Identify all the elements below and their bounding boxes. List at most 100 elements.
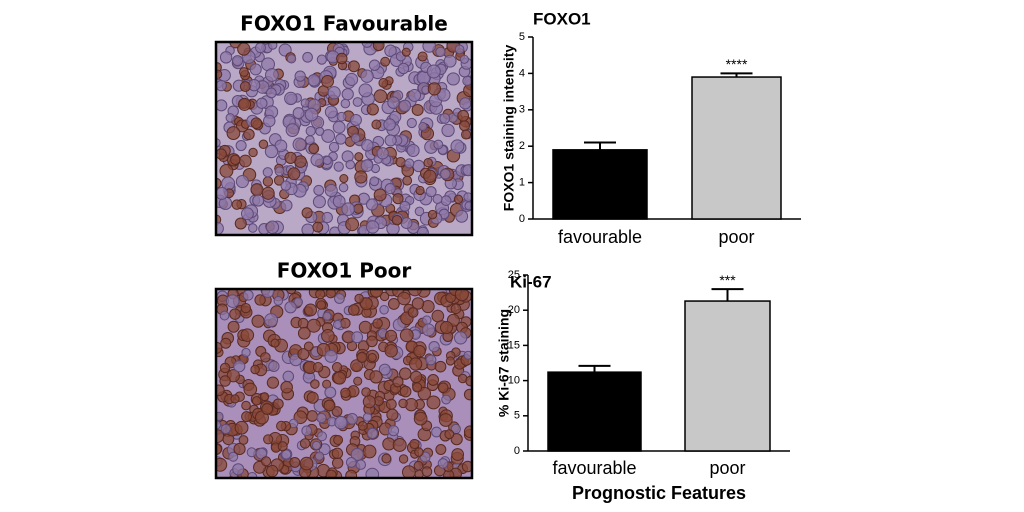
cell [261, 456, 272, 467]
cell [352, 97, 363, 107]
y-tick-label: 10 [508, 375, 520, 387]
bar [684, 300, 771, 452]
cell [229, 308, 241, 320]
cell [250, 183, 264, 197]
cell [216, 148, 227, 160]
cell [324, 349, 338, 363]
cell [392, 376, 404, 388]
cell [227, 320, 240, 333]
cell [366, 427, 379, 439]
cell [357, 420, 368, 431]
cell [372, 318, 383, 329]
cell [373, 188, 387, 202]
cell [432, 193, 443, 205]
cell [450, 139, 465, 154]
cell [440, 195, 452, 207]
cell [333, 161, 344, 172]
cell [230, 394, 240, 404]
cell [407, 307, 419, 318]
cell [240, 328, 255, 342]
cell [350, 133, 361, 144]
image-frame [214, 40, 474, 237]
y-tick-label: 1 [519, 177, 525, 189]
cell [463, 350, 472, 360]
x-tick-label: favourable [558, 227, 642, 247]
cell [325, 469, 337, 478]
cell [281, 449, 292, 460]
cell [397, 62, 410, 75]
cell [380, 56, 391, 67]
cell [322, 155, 332, 165]
cell [347, 60, 360, 73]
cell [358, 320, 372, 334]
cell [276, 420, 287, 432]
cell [219, 310, 230, 321]
cell [303, 341, 314, 352]
error-bar [720, 72, 753, 78]
cell [463, 83, 472, 98]
cell [341, 202, 355, 216]
cell [414, 206, 425, 217]
cell [282, 370, 295, 383]
cell [350, 359, 363, 373]
cell [463, 192, 472, 202]
cell [332, 120, 346, 134]
cell [307, 74, 321, 87]
cell [261, 186, 275, 200]
cell [402, 175, 413, 186]
cell [246, 447, 257, 458]
cell [408, 88, 422, 102]
cell [367, 353, 377, 363]
cell [345, 159, 356, 170]
cell [422, 315, 432, 325]
cell [335, 133, 347, 145]
cell [239, 67, 249, 77]
cell [354, 293, 364, 304]
cell [219, 362, 231, 374]
cell [293, 297, 304, 307]
y-tick-label: 25 [508, 269, 520, 281]
cell [255, 42, 266, 54]
cell [459, 54, 469, 64]
cell [410, 370, 423, 384]
cell [216, 384, 225, 397]
cell [274, 166, 285, 177]
cell [399, 328, 414, 343]
cell [345, 469, 358, 478]
cell [294, 70, 306, 82]
cell [273, 296, 284, 306]
cell [265, 220, 280, 234]
cell [385, 398, 397, 410]
cell [327, 86, 341, 100]
cell [331, 362, 343, 373]
cell [379, 305, 389, 315]
cell [362, 444, 377, 459]
cell [243, 382, 258, 397]
cell [435, 444, 447, 455]
cell [332, 319, 343, 330]
y-tick-label: 3 [519, 104, 525, 116]
y-tick-label: 20 [508, 304, 520, 316]
cell [280, 199, 293, 212]
cell [387, 96, 400, 109]
cell [353, 203, 364, 214]
cell [378, 78, 389, 88]
cell [361, 387, 371, 397]
cell [233, 360, 246, 373]
cell [348, 304, 360, 316]
cell [216, 411, 224, 421]
cell [379, 291, 390, 302]
cell [340, 387, 351, 399]
cell [437, 382, 449, 393]
cell [371, 119, 382, 130]
cell [440, 321, 454, 335]
cell [360, 159, 374, 172]
cell [339, 174, 349, 184]
cell [301, 207, 313, 219]
cell [239, 81, 251, 92]
cell [387, 425, 400, 437]
cell [438, 413, 453, 427]
cell [306, 391, 319, 404]
cell [304, 135, 315, 145]
cell [238, 154, 252, 168]
